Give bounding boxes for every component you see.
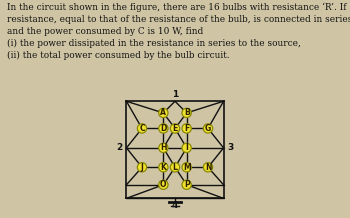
Text: I: I [185, 143, 188, 152]
Text: F: F [184, 124, 189, 133]
Text: O: O [160, 180, 167, 189]
Text: H: H [160, 143, 167, 152]
Text: L: L [173, 163, 177, 172]
Text: B: B [184, 108, 189, 118]
Text: G: G [205, 124, 211, 133]
Circle shape [182, 108, 191, 118]
Text: D: D [160, 124, 167, 133]
Circle shape [182, 143, 191, 153]
Circle shape [170, 163, 180, 172]
Circle shape [182, 163, 191, 172]
Circle shape [203, 163, 213, 172]
Text: N: N [205, 163, 211, 172]
Text: K: K [160, 163, 166, 172]
Circle shape [182, 180, 191, 189]
Text: C: C [139, 124, 145, 133]
Text: M: M [183, 163, 190, 172]
Text: P: P [184, 180, 189, 189]
Text: J: J [141, 163, 144, 172]
Circle shape [159, 163, 168, 172]
Circle shape [159, 180, 168, 189]
Text: 4: 4 [172, 201, 178, 210]
Text: A: A [160, 108, 166, 118]
Text: 1: 1 [172, 90, 178, 99]
Circle shape [203, 124, 213, 133]
Circle shape [137, 124, 147, 133]
Circle shape [159, 124, 168, 133]
Text: In the circuit shown in the figure, there are 16 bulbs with resistance ‘R’. If a: In the circuit shown in the figure, ther… [7, 2, 350, 60]
Text: 2: 2 [117, 143, 123, 152]
Text: E: E [173, 124, 178, 133]
Circle shape [170, 124, 180, 133]
Circle shape [182, 124, 191, 133]
Circle shape [159, 108, 168, 118]
Circle shape [159, 143, 168, 153]
Text: 3: 3 [227, 143, 233, 152]
Circle shape [137, 163, 147, 172]
